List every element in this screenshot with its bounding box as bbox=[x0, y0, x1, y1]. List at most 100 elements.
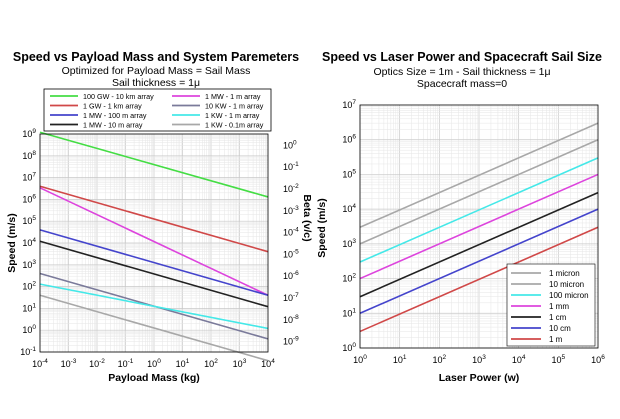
chart1-x-tick-label: 102 bbox=[433, 354, 447, 365]
chart0-legend-label: 1 MW - 100 m array bbox=[83, 111, 147, 120]
chart1-x-axis-label: Laser Power (w) bbox=[439, 372, 520, 384]
chart0-y2-tick-label: 10-5 bbox=[283, 248, 299, 259]
chart1-series-line-3 bbox=[359, 173, 599, 280]
chart1-series-line-5 bbox=[359, 208, 599, 315]
chart0-x-tick-label: 103 bbox=[233, 358, 247, 369]
chart1-series-line-2 bbox=[359, 157, 599, 263]
chart0-legend-label: 1 GW - 1 km array bbox=[83, 101, 142, 110]
chart0-x-tick-label: 10-4 bbox=[32, 358, 48, 369]
chart0-x-tick-label: 104 bbox=[261, 358, 275, 369]
chart0-x-axis-label: Payload Mass (kg) bbox=[108, 372, 200, 384]
chart0-x-tick-labels: 10-4 10-3 10-2 10-1 100 101 102 103 104 bbox=[32, 358, 275, 369]
chart0-y-tick-label: 10-1 bbox=[20, 346, 36, 357]
chart1-y-tick-label: 106 bbox=[342, 134, 356, 145]
chart1-y-tick-label: 101 bbox=[342, 307, 356, 318]
chart-speed-vs-laser-power: Speed vs Laser Power and Spacecraft Sail… bbox=[316, 50, 605, 384]
chart0-y-tick-label: 104 bbox=[22, 237, 36, 248]
chart1-y-tick-label: 103 bbox=[342, 238, 356, 249]
chart1-subtitle-line1: Optics Size = 1m - Sail thickness = 1μ bbox=[373, 66, 550, 78]
chart1-plot-frame bbox=[359, 104, 599, 349]
chart1-title: Speed vs Laser Power and Spacecraft Sail… bbox=[322, 50, 602, 64]
chart0-y2-tick-label: 10-3 bbox=[283, 205, 299, 216]
chart1-y-tick-label: 104 bbox=[342, 203, 356, 214]
chart1-legend-label: 10 micron bbox=[549, 280, 584, 289]
chart1-legend-label: 100 micron bbox=[549, 291, 589, 300]
chart1-legend-label: 1 micron bbox=[549, 269, 580, 278]
chart0-y-tick-label: 107 bbox=[22, 172, 36, 183]
chart0-series-line-2 bbox=[39, 185, 269, 253]
chart0-y-tick-label: 109 bbox=[22, 128, 36, 139]
chart0-series-line-6 bbox=[39, 240, 269, 308]
chart0-y-axis-label: Speed (m/s) bbox=[6, 213, 18, 273]
chart1-legend-label: 1 mm bbox=[549, 302, 569, 311]
chart0-x-tick-label: 100 bbox=[147, 358, 161, 369]
chart0-series-line-1 bbox=[39, 187, 269, 297]
chart0-y-tick-label: 103 bbox=[22, 259, 36, 270]
chart0-title: Speed vs Payload Mass and System Paremet… bbox=[13, 50, 299, 64]
chart1-legend-label: 1 cm bbox=[549, 313, 567, 322]
chart0-y-tick-label: 106 bbox=[22, 193, 36, 204]
chart1-series-lines bbox=[359, 122, 599, 333]
chart0-y-tick-label: 102 bbox=[22, 281, 36, 292]
chart0-legend-entries: 100 GW - 10 km array 1 MW - 1 m array 1 GW… bbox=[50, 92, 264, 129]
chart0-y-tick-labels: 10-1 100 101 102 103 104 105 106 107 108 109 bbox=[20, 128, 36, 357]
chart0-y-tick-label: 101 bbox=[22, 302, 36, 313]
chart0-y2-tick-label: 10-4 bbox=[283, 227, 299, 238]
chart1-series-line-0 bbox=[359, 122, 599, 229]
chart1-legend bbox=[506, 263, 596, 347]
chart1-legend-label: 1 m bbox=[549, 335, 563, 344]
chart0-y2-tick-label: 10-8 bbox=[283, 314, 299, 325]
chart1-y-tick-label: 100 bbox=[342, 342, 356, 353]
chart1-x-tick-label: 106 bbox=[591, 354, 605, 365]
chart0-y2-tick-label: 10-2 bbox=[283, 183, 299, 194]
chart0-subtitle-line1: Optimized for Payload Mass = Sail Mass bbox=[62, 65, 251, 77]
chart1-x-tick-label: 104 bbox=[512, 354, 526, 365]
chart0-y2-axis-label: Beta (v/c) bbox=[301, 194, 313, 241]
chart0-y2-tick-labels: 100 10-1 10-2 10-3 10-4 10-5 10-6 10-7 10-8 10-9 bbox=[283, 139, 299, 346]
chart0-x-tick-label: 101 bbox=[176, 358, 190, 369]
chart0-subtitle-line2: Sail thickness = 1μ bbox=[112, 77, 200, 89]
chart0-x-tick-label: 10-1 bbox=[118, 358, 134, 369]
chart1-y-tick-labels: 100 101 102 103 104 105 106 107 bbox=[342, 99, 356, 353]
chart0-series-line-4 bbox=[39, 229, 269, 297]
chart0-legend-label: 100 GW - 10 km array bbox=[83, 92, 154, 101]
chart0-plot-frame bbox=[39, 133, 269, 353]
chart1-series-line-1 bbox=[359, 138, 599, 245]
chart1-series-line-4 bbox=[359, 191, 599, 298]
chart1-legend-label: 10 cm bbox=[549, 324, 571, 333]
chart1-y-axis-label: Speed (m/s) bbox=[316, 198, 328, 258]
chart0-x-tick-label: 102 bbox=[204, 358, 218, 369]
chart1-x-tick-label: 101 bbox=[393, 354, 407, 365]
chart0-y-tick-label: 105 bbox=[22, 215, 36, 226]
chart0-legend-label: 1 MW - 1 m array bbox=[205, 92, 261, 101]
chart1-subtitle-line2: Spacecraft mass=0 bbox=[417, 78, 507, 90]
chart0-x-tick-label: 10-3 bbox=[61, 358, 77, 369]
chart1-x-tick-labels: 100 101 102 103 104 105 106 bbox=[353, 354, 605, 365]
chart1-y-tick-label: 107 bbox=[342, 99, 356, 110]
chart0-legend bbox=[43, 88, 272, 132]
chart0-legend-label: 1 KW - 1 m array bbox=[205, 111, 260, 120]
chart1-series-line-6 bbox=[359, 226, 599, 333]
chart0-series-lines bbox=[39, 131, 269, 362]
chart0-y2-tick-label: 10-1 bbox=[283, 161, 299, 172]
chart0-y2-tick-label: 10-7 bbox=[283, 292, 299, 303]
chart0-legend-label: 1 KW - 0.1m array bbox=[205, 120, 264, 129]
chart1-y-tick-label: 105 bbox=[342, 168, 356, 179]
chart0-series-line-7 bbox=[39, 294, 269, 362]
chart0-y-tick-label: 100 bbox=[22, 324, 36, 335]
chart0-y2-tick-label: 10-9 bbox=[283, 336, 299, 347]
chart1-x-tick-label: 105 bbox=[552, 354, 566, 365]
chart0-legend-label: 10 KW - 1 m array bbox=[205, 101, 264, 110]
chart0-legend-label: 1 MW - 10 m array bbox=[83, 120, 143, 129]
chart1-legend-entries: 1 micron 10 micron 100 micron 1 mm 1 cm 10 cm… bbox=[511, 269, 589, 344]
chart1-x-tick-label: 103 bbox=[472, 354, 486, 365]
chart0-series-line-5 bbox=[39, 283, 269, 330]
chart1-y-tick-label: 102 bbox=[342, 273, 356, 284]
chart1-x-tick-label: 100 bbox=[353, 354, 367, 365]
chart0-x-tick-label: 10-2 bbox=[89, 358, 105, 369]
chart0-series-line-0 bbox=[39, 131, 269, 198]
chart0-grid bbox=[39, 134, 268, 353]
chart0-y2-tick-label: 100 bbox=[283, 139, 297, 150]
chart-speed-vs-payload-mass: Speed vs Payload Mass and System Paremet… bbox=[6, 50, 313, 384]
